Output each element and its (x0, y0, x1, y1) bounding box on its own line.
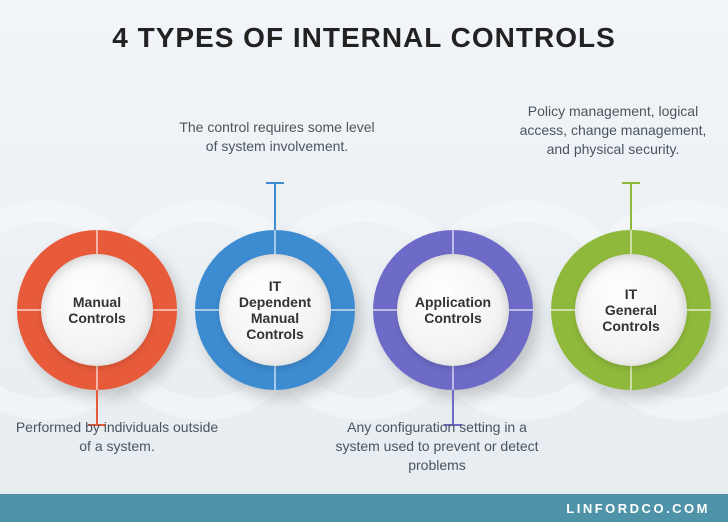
connector-line (274, 182, 276, 230)
node-inner: Manual Controls (41, 254, 153, 366)
page-title: 4 TYPES OF INTERNAL CONTROLS (0, 22, 728, 54)
node-label: Application Controls (415, 294, 491, 326)
node-inner: IT General Controls (575, 254, 687, 366)
node-description: The control requires some level of syste… (172, 118, 382, 156)
node-label: IT General Controls (602, 286, 660, 334)
nodes-row: Manual Controls IT Dependent Manual Contr… (0, 230, 728, 390)
node-label: Manual Controls (68, 294, 126, 326)
footer-text: LINFORDCO.COM (566, 501, 710, 516)
node-inner: Application Controls (397, 254, 509, 366)
node-description: Performed by individuals outside of a sy… (12, 418, 222, 456)
node-inner: IT Dependent Manual Controls (219, 254, 331, 366)
footer-bar: LINFORDCO.COM (0, 494, 728, 522)
connector-line (630, 182, 632, 230)
node-it-dependent: IT Dependent Manual Controls (195, 230, 355, 390)
node-description: Any configuration setting in a system us… (332, 418, 542, 475)
node-application: Application Controls (373, 230, 533, 390)
node-manual: Manual Controls (17, 230, 177, 390)
node-label: IT Dependent Manual Controls (239, 278, 311, 342)
node-description: Policy management, logical access, chang… (508, 102, 718, 159)
node-it-general: IT General Controls (551, 230, 711, 390)
